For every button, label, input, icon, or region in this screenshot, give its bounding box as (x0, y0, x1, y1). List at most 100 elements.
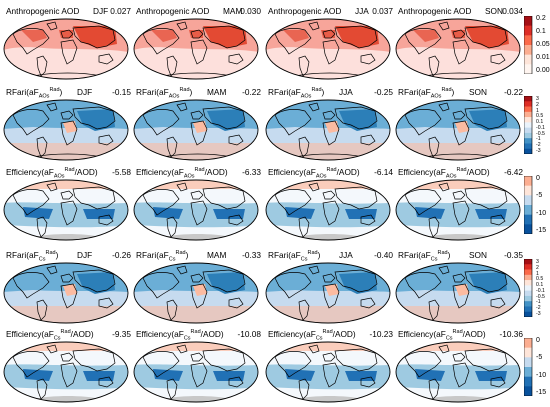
coastline (228, 53, 244, 65)
map-panel: Anthropogenic AOD JJA 0.037 (265, 4, 393, 80)
coastline (60, 352, 74, 362)
colorbar-swatch (524, 117, 532, 123)
world-map (3, 262, 129, 324)
pacific-efficiency-core (285, 369, 315, 381)
map-frame (3, 341, 129, 403)
coastline (46, 21, 58, 31)
coastline (428, 299, 440, 321)
coastline (46, 265, 58, 275)
global-mean-value: -0.40 (374, 250, 393, 260)
coastline (36, 55, 48, 77)
panel-label: Anthropogenic AOD (6, 6, 80, 16)
colorbar-swatch (524, 54, 532, 65)
coastline (166, 136, 178, 158)
global-mean-value: 0.034 (502, 6, 523, 16)
coastline (452, 283, 470, 309)
season-label: MAM (207, 250, 227, 260)
coastline (274, 351, 312, 378)
coastline (190, 29, 204, 39)
colorbar-tick-label: 1 (536, 270, 539, 277)
map-panel: RFari(aFAOsRad) MAM -0.22 (133, 85, 261, 161)
panel-title: RFari(aFCsRad) DJF -0.26 (3, 248, 131, 262)
map-panel: RFari(aFCsRad) SON -0.35 (395, 248, 523, 324)
southern-ocean-positive (266, 143, 390, 160)
colorbar-swatch (524, 311, 532, 318)
coastline (308, 182, 320, 192)
coastline (12, 189, 50, 216)
colorbar-tick-label: -3 (536, 311, 541, 317)
colorbar-swatch (524, 280, 532, 286)
coastline (452, 120, 470, 146)
southern-ocean-positive (134, 143, 258, 160)
panel-label: RFari(aFAOsRad) (136, 87, 193, 100)
season-label: JJA (339, 87, 353, 97)
coastline (36, 216, 48, 238)
pacific-efficiency-core (153, 207, 183, 219)
coastline (72, 186, 116, 210)
world-map (395, 179, 521, 241)
season-label: DJF (77, 87, 93, 97)
map-panel: Efficiency(aFCsRad/AOD) -9.35 (3, 327, 131, 403)
coastline (60, 283, 78, 309)
indian-ocean-efficiency-core (345, 209, 377, 219)
panel-label: RFari(aFCsRad) (6, 250, 59, 263)
colorbar-swatch (524, 338, 532, 348)
coastline (190, 190, 204, 200)
colorbar-tick-label: 0.01 (536, 54, 550, 61)
panel-label: RFari(aFAOsRad) (398, 87, 455, 100)
coastline (228, 297, 244, 309)
colorbar-swatch (524, 306, 532, 313)
world-map (265, 341, 391, 403)
coastline (46, 344, 58, 354)
sahara-positive (63, 284, 77, 296)
pacific-efficiency-core (415, 369, 445, 381)
map-frame (133, 99, 259, 161)
coastline (452, 352, 466, 362)
coastline (298, 378, 310, 400)
colorbar-swatch (524, 106, 532, 113)
global-mean-value: -10.23 (369, 329, 393, 339)
colorbar-tick-label: -5 (536, 192, 543, 200)
colorbar-swatch (524, 367, 532, 377)
coastline (202, 106, 246, 130)
coastline (274, 189, 312, 216)
panel-title: Efficiency(aFCsRad/AOD) -10.36 (395, 327, 523, 341)
coastline (202, 269, 246, 293)
world-map (395, 18, 521, 80)
colorbar-swatch (524, 259, 532, 265)
map-frame (133, 341, 259, 403)
coastline (190, 120, 208, 146)
panel-title: RFari(aFAOsRad) JJA -0.25 (265, 85, 393, 99)
season-label: SON (469, 87, 487, 97)
global-mean-value: -0.35 (504, 250, 523, 260)
arctic-positive (4, 180, 128, 189)
coastline (142, 272, 180, 299)
panel-title: Anthropogenic AOD SON 0.034 (395, 4, 523, 18)
map-frame (133, 179, 259, 241)
map-frame (395, 179, 521, 241)
colorbar-swatch (524, 132, 532, 139)
panel-title: RFari(aFCsRad) MAM -0.33 (133, 248, 261, 262)
colorbar-tick-label: -1 (536, 136, 541, 143)
coastline (298, 136, 310, 158)
world-map (3, 341, 129, 403)
colorbar-swatch (524, 122, 532, 128)
global-mean-value: -6.42 (504, 167, 523, 177)
map-panel: Efficiency(aFCsRad/AOD) -10.23 (265, 327, 393, 403)
coastline (190, 362, 208, 388)
southern-ocean-positive (4, 143, 128, 160)
colorbar-tick-label: -2 (536, 305, 541, 312)
season-label: DJF (93, 6, 109, 16)
map-frame (3, 262, 129, 324)
asia-forcing-hotspot (77, 272, 115, 294)
coastline (12, 28, 50, 55)
coastline (438, 182, 450, 192)
coastline (98, 53, 114, 65)
colorbar-tick-label: 0.05 (536, 41, 550, 48)
map-panel: RFari(aFAOsRad) DJF -0.15 (3, 85, 131, 161)
eu-aod-hotspot (451, 30, 465, 38)
map-panel: RFari(aFAOsRad) SON -0.22 (395, 85, 523, 161)
panel-title: Efficiency(aFAOsRad/AOD) -6.42 (395, 165, 523, 179)
eu-aod-hotspot (189, 30, 203, 38)
coastline (98, 376, 114, 388)
